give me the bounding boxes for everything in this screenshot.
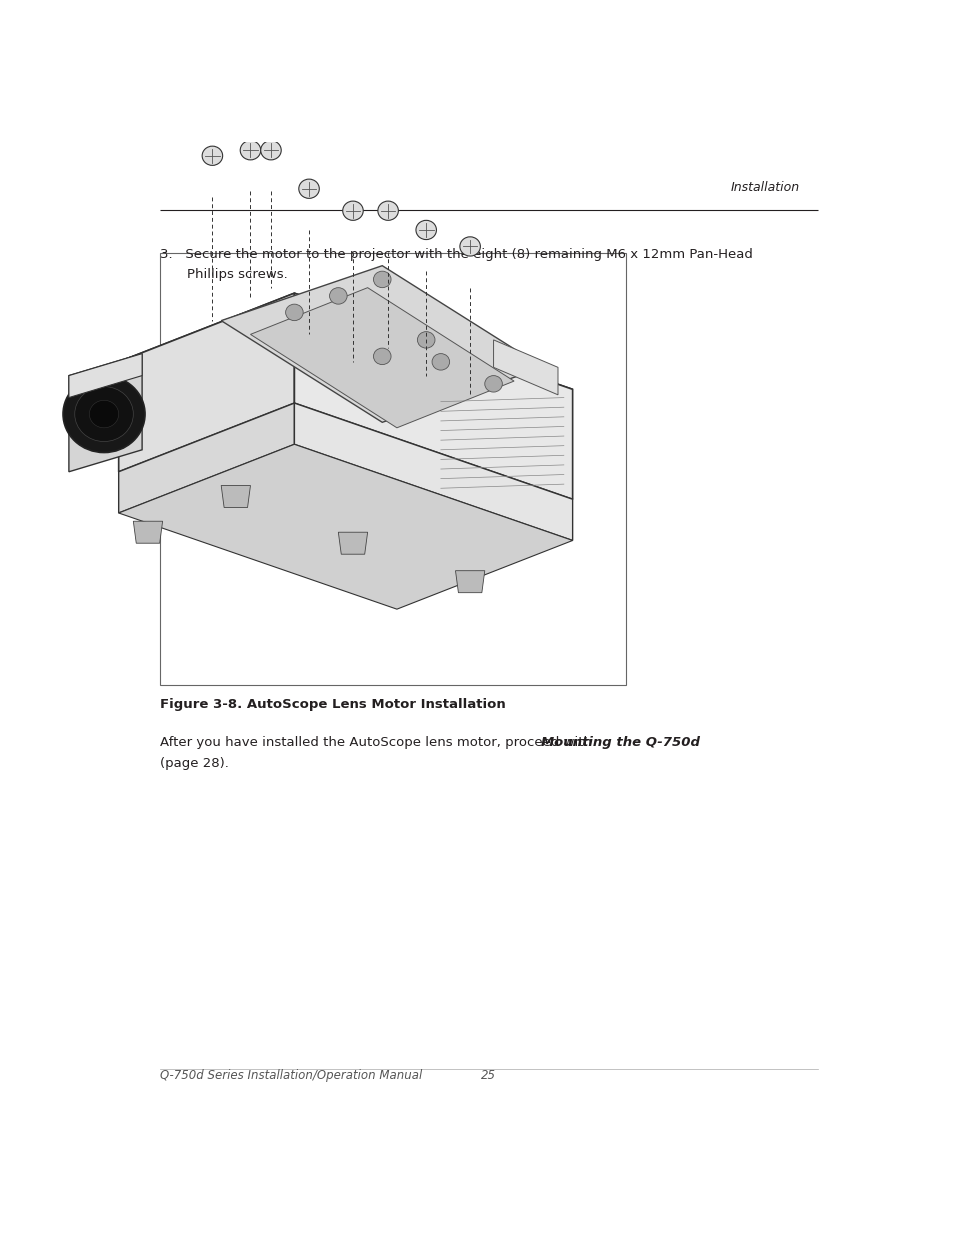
Polygon shape	[118, 293, 572, 458]
Circle shape	[484, 375, 502, 391]
Polygon shape	[493, 340, 558, 395]
Polygon shape	[69, 353, 142, 398]
Polygon shape	[69, 353, 142, 472]
Text: Mounting the Q-750d: Mounting the Q-750d	[541, 736, 700, 748]
Circle shape	[416, 220, 436, 240]
Polygon shape	[251, 288, 514, 427]
Text: Q-750d Series Installation/Operation Manual: Q-750d Series Installation/Operation Man…	[160, 1070, 422, 1082]
Text: Installation: Installation	[730, 182, 799, 194]
Polygon shape	[294, 403, 572, 541]
Polygon shape	[338, 532, 367, 555]
Circle shape	[373, 272, 391, 288]
Circle shape	[329, 288, 347, 304]
Text: Figure 3-8. AutoScope Lens Motor Installation: Figure 3-8. AutoScope Lens Motor Install…	[160, 698, 505, 711]
Circle shape	[74, 387, 133, 442]
Circle shape	[432, 353, 449, 370]
Polygon shape	[133, 521, 162, 543]
Circle shape	[285, 304, 303, 321]
Bar	[160, 253, 625, 685]
Text: After you have installed the AutoScope lens motor, proceed with: After you have installed the AutoScope l…	[160, 736, 596, 748]
Circle shape	[342, 201, 363, 220]
Circle shape	[90, 400, 118, 427]
Circle shape	[373, 348, 391, 364]
Circle shape	[417, 332, 435, 348]
Polygon shape	[221, 485, 251, 508]
Polygon shape	[118, 293, 294, 472]
Circle shape	[202, 146, 222, 165]
Circle shape	[377, 201, 398, 220]
Circle shape	[260, 141, 281, 159]
Polygon shape	[118, 445, 572, 609]
Text: Phillips screws.: Phillips screws.	[187, 268, 288, 282]
Circle shape	[63, 375, 145, 452]
Circle shape	[298, 179, 319, 199]
Polygon shape	[118, 403, 294, 513]
Text: (page 28).: (page 28).	[160, 757, 229, 769]
Polygon shape	[221, 266, 543, 422]
Polygon shape	[294, 293, 572, 499]
Circle shape	[240, 141, 260, 159]
Circle shape	[459, 237, 480, 256]
Text: 3.   Secure the motor to the projector with the eight (8) remaining M6 x 12mm Pa: 3. Secure the motor to the projector wit…	[160, 248, 752, 261]
Polygon shape	[455, 571, 484, 593]
Text: 25: 25	[481, 1070, 496, 1082]
